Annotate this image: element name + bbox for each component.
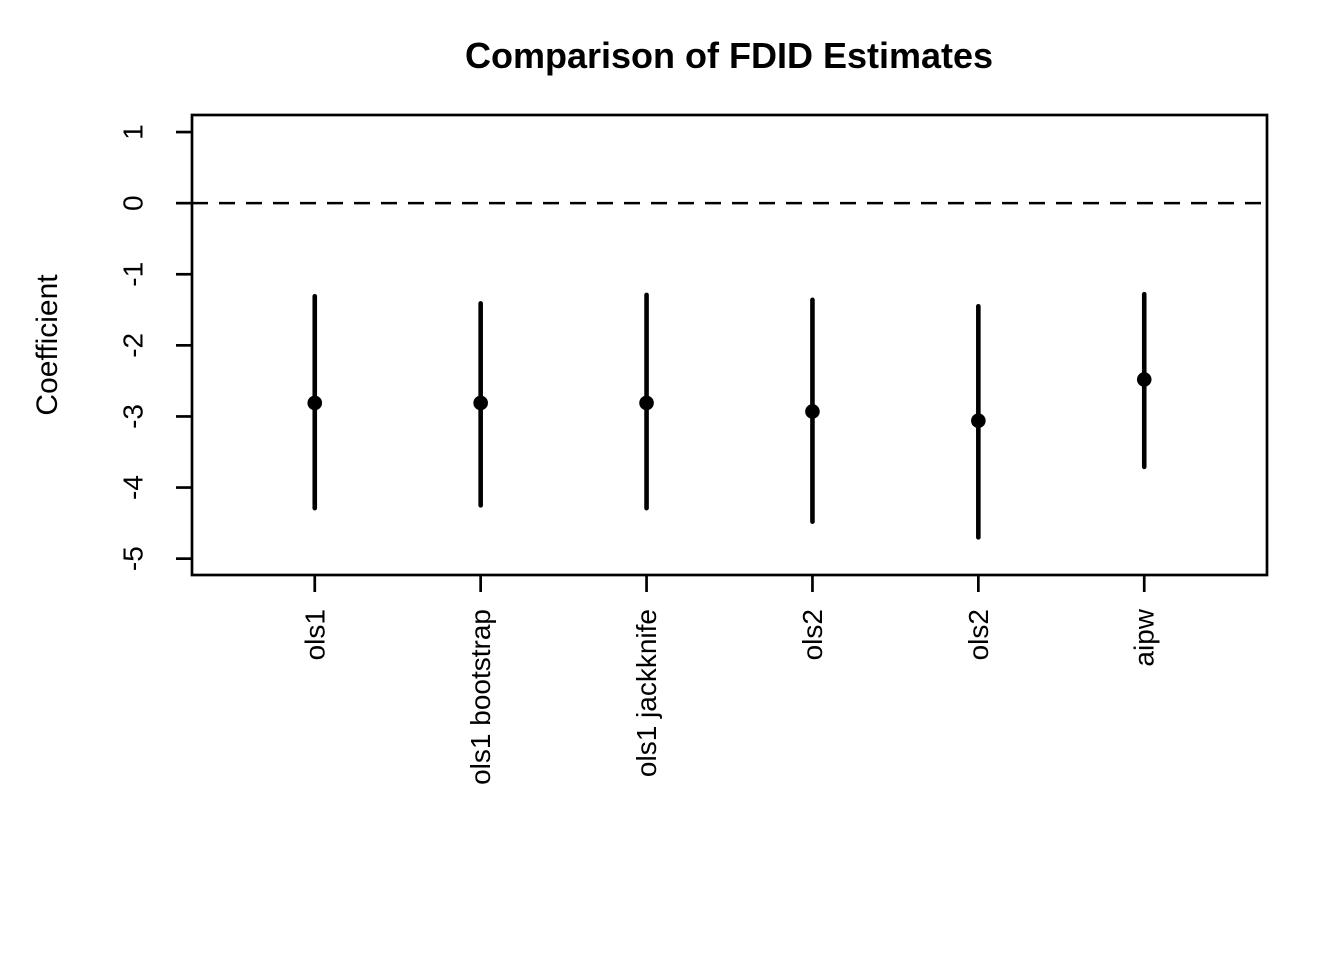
point-estimate (473, 395, 488, 411)
plot-box (190, 113, 1269, 577)
x-tick-label: ols1 bootstrap (465, 609, 496, 785)
y-tick-label: -4 (118, 475, 149, 500)
plot-area: 1 0 -1 -2 -3 -4 -5 ols1 ols1 bootstrap ols1 jackk… (118, 113, 1269, 785)
y-tick-label: 1 (118, 124, 149, 140)
x-tick-label: ols2 (963, 609, 994, 660)
x-tick-label: ols2 (797, 609, 828, 660)
y-tick-label: 0 (118, 195, 149, 211)
point-estimate (639, 395, 654, 411)
x-tick-label: aipw (1129, 608, 1160, 666)
chart-title: Comparison of FDID Estimates (465, 35, 993, 76)
x-tick-label: ols1 jackknife (631, 609, 662, 777)
point-estimate (805, 404, 820, 419)
y-axis-label: Coefficient (31, 274, 64, 416)
y-tick-label: -2 (118, 333, 149, 358)
point-estimate (1136, 372, 1152, 387)
y-tick-label: -3 (118, 404, 149, 429)
point-estimate (307, 395, 323, 411)
point-estimate (971, 413, 986, 429)
x-tick-label: ols1 (299, 609, 330, 660)
y-tick-label: -1 (118, 262, 149, 287)
y-tick-label: -5 (118, 546, 149, 571)
